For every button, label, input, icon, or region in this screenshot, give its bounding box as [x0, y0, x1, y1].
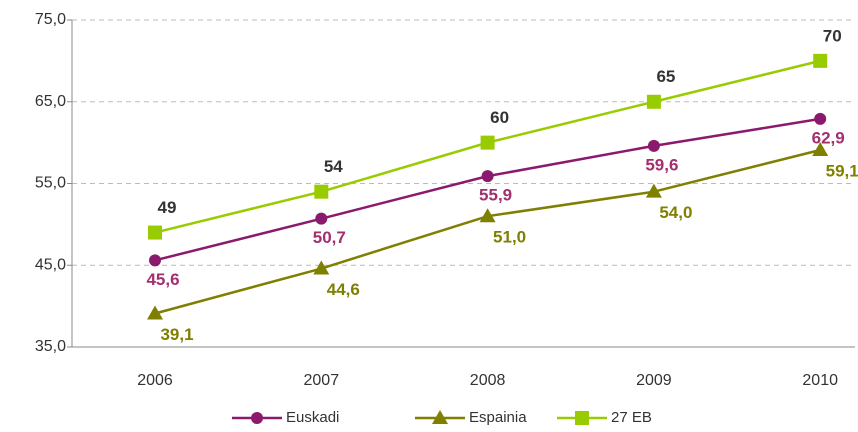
data-label: 49 [158, 198, 177, 217]
data-label: 55,9 [479, 186, 512, 205]
legend-marker [432, 410, 448, 424]
data-label: 39,1 [160, 325, 193, 344]
data-point [315, 212, 328, 225]
data-point [148, 225, 162, 240]
data-label: 45,6 [146, 270, 179, 289]
data-label: 60 [490, 108, 509, 127]
data-label: 59,6 [645, 155, 678, 174]
data-label: 54,0 [659, 203, 692, 222]
data-point [646, 94, 661, 109]
data-point [812, 141, 829, 156]
x-tick-label: 2007 [304, 372, 340, 389]
legend-marker [575, 411, 589, 425]
data-label: 65 [656, 67, 675, 86]
data-label: 62,9 [812, 128, 845, 147]
data-point [647, 139, 660, 152]
data-point [481, 170, 494, 183]
x-tick-label: 2008 [470, 372, 506, 389]
data-point [314, 184, 329, 199]
data-label: 59,1 [826, 161, 858, 180]
y-tick-label: 35,0 [35, 338, 66, 355]
data-point [479, 208, 496, 223]
data-point [147, 305, 163, 320]
data-label: 50,7 [313, 228, 346, 247]
x-tick-label: 2010 [802, 372, 838, 389]
data-point [480, 135, 495, 150]
legend-label: Espainia [469, 409, 527, 426]
y-tick-label: 75,0 [35, 11, 66, 28]
data-label: 70 [823, 26, 842, 45]
data-point [814, 112, 827, 125]
legend-label: Euskadi [286, 409, 339, 426]
data-point [813, 53, 828, 68]
x-tick-label: 2006 [137, 372, 173, 389]
data-point [149, 254, 161, 267]
data-point [313, 260, 330, 275]
y-tick-label: 65,0 [35, 93, 66, 110]
data-point [645, 183, 662, 198]
legend-label: 27 EB [611, 409, 652, 426]
data-label: 51,0 [493, 228, 526, 247]
data-label: 44,6 [327, 280, 360, 299]
y-tick-label: 45,0 [35, 256, 66, 273]
legend-marker [251, 412, 263, 424]
data-label: 54 [324, 157, 343, 176]
x-tick-label: 2009 [636, 372, 672, 389]
y-tick-label: 55,0 [35, 175, 66, 192]
